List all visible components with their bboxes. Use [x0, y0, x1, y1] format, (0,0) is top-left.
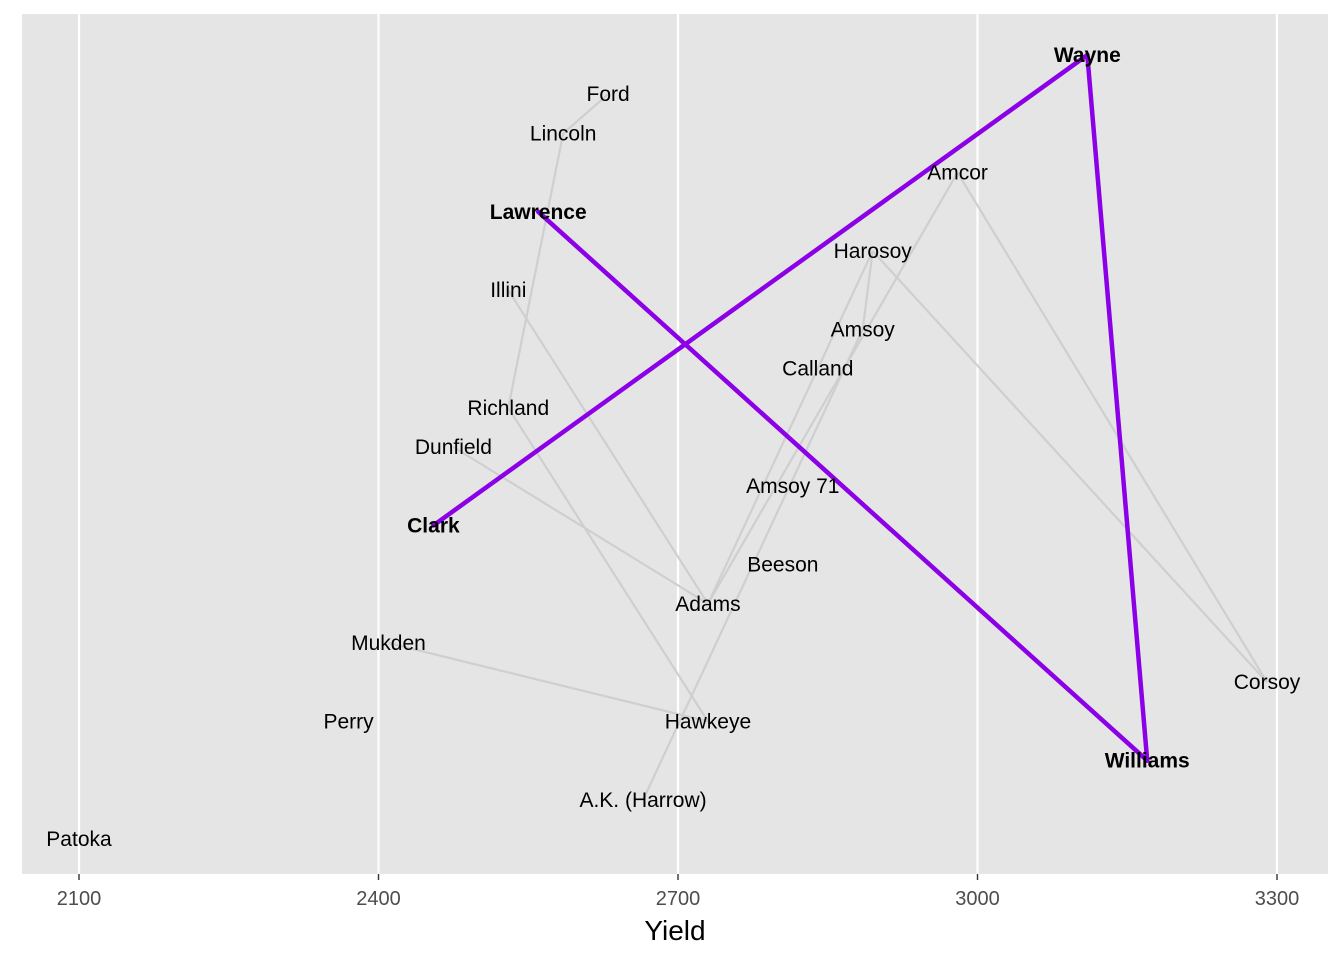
tick-label-2100: 2100 — [57, 888, 102, 910]
grey-link — [861, 250, 874, 330]
point-label: Lawrence — [490, 201, 587, 224]
grey-link — [507, 407, 709, 722]
grey-link — [871, 250, 1268, 683]
grey-link — [642, 328, 864, 801]
grey-link — [452, 446, 709, 605]
grey-link — [706, 250, 874, 605]
point-label: Hawkeye — [665, 710, 751, 733]
point-label: Richland — [467, 397, 549, 420]
tick-label-3300: 3300 — [1255, 888, 1300, 910]
point-labels: Wayne Ford Lincoln Amcor Lawrence Harosoy Illi… — [46, 44, 1300, 851]
highlight-segment — [431, 52, 1090, 528]
point-label: Beeson — [747, 554, 818, 577]
point-label: Dunfield — [415, 436, 492, 459]
point-label: Perry — [323, 710, 374, 733]
tick-label-2700: 2700 — [656, 888, 701, 910]
grey-link — [706, 172, 959, 605]
tick-label-3000: 3000 — [955, 888, 1000, 910]
point-label: Mukden — [351, 632, 426, 655]
x-axis-ticks: 2100 2400 2700 3000 3300 — [57, 874, 1300, 910]
point-label: Amcor — [927, 162, 988, 185]
grey-links — [388, 93, 1268, 801]
highlight-path — [431, 52, 1150, 763]
tick-label-2400: 2400 — [356, 888, 401, 910]
point-label: Calland — [782, 358, 853, 381]
gridlines — [77, 14, 1279, 874]
highlight-segment — [1085, 52, 1150, 763]
grey-link — [388, 641, 709, 723]
point-label: Lincoln — [530, 122, 597, 145]
point-label: A.K. (Harrow) — [579, 789, 706, 812]
point-label: Clark — [407, 514, 460, 537]
point-label: Amsoy 71 — [746, 475, 839, 498]
grey-link — [562, 93, 609, 135]
point-label: Illini — [490, 279, 526, 302]
highlight-segment — [535, 209, 1150, 763]
point-label: Adams — [675, 593, 740, 616]
point-label: Wayne — [1054, 44, 1121, 67]
point-label: Harosoy — [834, 240, 913, 263]
point-label: Williams — [1105, 750, 1190, 773]
grey-link — [507, 133, 565, 409]
point-label: Corsoy — [1234, 671, 1301, 694]
point-label: Amsoy — [831, 318, 896, 341]
point-label: Ford — [587, 83, 630, 106]
x-axis-title: Yield — [644, 915, 705, 946]
grey-link — [956, 172, 1268, 683]
grey-link — [507, 289, 709, 605]
point-label: Patoka — [46, 828, 112, 851]
